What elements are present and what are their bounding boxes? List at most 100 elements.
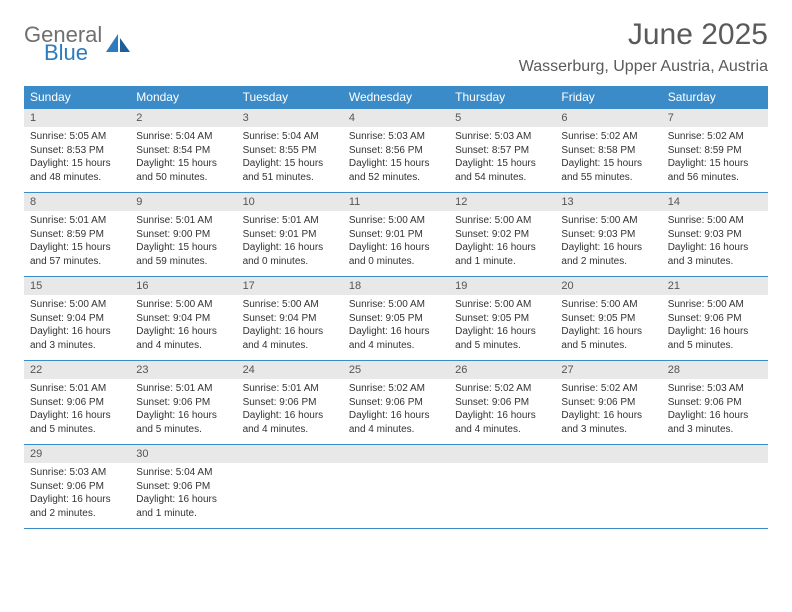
sunset-line: Sunset: 9:01 PM <box>349 228 443 242</box>
day-cell: 21Sunrise: 5:00 AMSunset: 9:06 PMDayligh… <box>662 277 768 360</box>
day-cell: 22Sunrise: 5:01 AMSunset: 9:06 PMDayligh… <box>24 361 130 444</box>
day-cell: 7Sunrise: 5:02 AMSunset: 8:59 PMDaylight… <box>662 109 768 192</box>
sunrise-line: Sunrise: 5:03 AM <box>455 130 549 144</box>
daylight-line: Daylight: 16 hours and 5 minutes. <box>561 325 655 352</box>
day-number: 28 <box>662 361 768 379</box>
sunset-line: Sunset: 9:05 PM <box>349 312 443 326</box>
sunset-line: Sunset: 9:05 PM <box>561 312 655 326</box>
sunrise-line: Sunrise: 5:00 AM <box>349 214 443 228</box>
day-number: 6 <box>555 109 661 127</box>
logo-text-blue: Blue <box>44 42 102 64</box>
day-body: Sunrise: 5:00 AMSunset: 9:03 PMDaylight:… <box>555 211 661 276</box>
day-cell <box>343 445 449 528</box>
day-number: 26 <box>449 361 555 379</box>
sunset-line: Sunset: 8:53 PM <box>30 144 124 158</box>
day-number: 16 <box>130 277 236 295</box>
sunset-line: Sunset: 9:06 PM <box>561 396 655 410</box>
sunset-line: Sunset: 9:02 PM <box>455 228 549 242</box>
daylight-line: Daylight: 15 hours and 48 minutes. <box>30 157 124 184</box>
daylight-line: Daylight: 15 hours and 56 minutes. <box>668 157 762 184</box>
sunrise-line: Sunrise: 5:04 AM <box>136 130 230 144</box>
day-body: Sunrise: 5:00 AMSunset: 9:02 PMDaylight:… <box>449 211 555 276</box>
day-cell: 26Sunrise: 5:02 AMSunset: 9:06 PMDayligh… <box>449 361 555 444</box>
sunrise-line: Sunrise: 5:02 AM <box>561 130 655 144</box>
day-number: 10 <box>237 193 343 211</box>
weekday-header-row: Sunday Monday Tuesday Wednesday Thursday… <box>24 86 768 108</box>
day-number: 14 <box>662 193 768 211</box>
day-number: 12 <box>449 193 555 211</box>
day-number: 11 <box>343 193 449 211</box>
day-cell: 2Sunrise: 5:04 AMSunset: 8:54 PMDaylight… <box>130 109 236 192</box>
sunset-line: Sunset: 9:06 PM <box>30 480 124 494</box>
day-cell: 28Sunrise: 5:03 AMSunset: 9:06 PMDayligh… <box>662 361 768 444</box>
day-cell: 25Sunrise: 5:02 AMSunset: 9:06 PMDayligh… <box>343 361 449 444</box>
day-number: 25 <box>343 361 449 379</box>
day-number: 7 <box>662 109 768 127</box>
daylight-line: Daylight: 16 hours and 4 minutes. <box>136 325 230 352</box>
day-number: 24 <box>237 361 343 379</box>
day-cell: 30Sunrise: 5:04 AMSunset: 9:06 PMDayligh… <box>130 445 236 528</box>
day-number: 13 <box>555 193 661 211</box>
day-body: Sunrise: 5:03 AMSunset: 9:06 PMDaylight:… <box>24 463 130 528</box>
day-body: Sunrise: 5:00 AMSunset: 9:04 PMDaylight:… <box>24 295 130 360</box>
empty-day-number <box>237 445 343 463</box>
daylight-line: Daylight: 16 hours and 0 minutes. <box>243 241 337 268</box>
sunset-line: Sunset: 8:56 PM <box>349 144 443 158</box>
day-body: Sunrise: 5:01 AMSunset: 9:06 PMDaylight:… <box>237 379 343 444</box>
day-cell: 24Sunrise: 5:01 AMSunset: 9:06 PMDayligh… <box>237 361 343 444</box>
sunset-line: Sunset: 9:04 PM <box>136 312 230 326</box>
daylight-line: Daylight: 16 hours and 2 minutes. <box>561 241 655 268</box>
day-cell: 19Sunrise: 5:00 AMSunset: 9:05 PMDayligh… <box>449 277 555 360</box>
sunset-line: Sunset: 9:06 PM <box>349 396 443 410</box>
day-cell: 16 Sunrise: 5:00 AMSunset: 9:04 PMDayligh… <box>130 277 236 360</box>
day-cell: 20Sunrise: 5:00 AMSunset: 9:05 PMDayligh… <box>555 277 661 360</box>
day-cell: 29Sunrise: 5:03 AMSunset: 9:06 PMDayligh… <box>24 445 130 528</box>
sunset-line: Sunset: 9:00 PM <box>136 228 230 242</box>
sunrise-line: Sunrise: 5:05 AM <box>30 130 124 144</box>
weekday-header: Monday <box>130 86 236 108</box>
day-body: Sunrise: 5:01 AMSunset: 9:06 PMDaylight:… <box>24 379 130 444</box>
sunrise-line: Sunrise: 5:03 AM <box>349 130 443 144</box>
weekday-header: Friday <box>555 86 661 108</box>
daylight-line: Daylight: 16 hours and 5 minutes. <box>30 409 124 436</box>
sunset-line: Sunset: 9:01 PM <box>243 228 337 242</box>
page-title: June 2025 <box>519 18 768 52</box>
day-body: Sunrise: 5:04 AMSunset: 8:54 PMDaylight:… <box>130 127 236 192</box>
sunset-line: Sunset: 9:06 PM <box>455 396 549 410</box>
sunset-line: Sunset: 9:04 PM <box>30 312 124 326</box>
sunset-line: Sunset: 8:55 PM <box>243 144 337 158</box>
sunrise-line: Sunrise: 5:00 AM <box>561 298 655 312</box>
day-cell <box>449 445 555 528</box>
day-number: 17 <box>237 277 343 295</box>
sunrise-line: Sunrise: 5:01 AM <box>243 382 337 396</box>
sunset-line: Sunset: 9:03 PM <box>561 228 655 242</box>
day-body: Sunrise: 5:01 AMSunset: 9:01 PMDaylight:… <box>237 211 343 276</box>
day-number: 8 <box>24 193 130 211</box>
daylight-line: Daylight: 16 hours and 4 minutes. <box>243 409 337 436</box>
day-cell: 18Sunrise: 5:00 AMSunset: 9:05 PMDayligh… <box>343 277 449 360</box>
day-cell: 23Sunrise: 5:01 AMSunset: 9:06 PMDayligh… <box>130 361 236 444</box>
sunrise-line: Sunrise: 5:00 AM <box>30 298 124 312</box>
header: General Blue June 2025 Wasserburg, Upper… <box>24 18 768 76</box>
daylight-line: Daylight: 16 hours and 4 minutes. <box>349 409 443 436</box>
day-body: Sunrise: 5:01 AMSunset: 8:59 PMDaylight:… <box>24 211 130 276</box>
day-cell: 13Sunrise: 5:00 AMSunset: 9:03 PMDayligh… <box>555 193 661 276</box>
daylight-line: Daylight: 16 hours and 5 minutes. <box>136 409 230 436</box>
weekday-header: Thursday <box>449 86 555 108</box>
sunrise-line: Sunrise: 5:00 AM <box>668 298 762 312</box>
day-number: 2 <box>130 109 236 127</box>
empty-day-number <box>449 445 555 463</box>
day-cell: 8Sunrise: 5:01 AMSunset: 8:59 PMDaylight… <box>24 193 130 276</box>
daylight-line: Daylight: 16 hours and 5 minutes. <box>455 325 549 352</box>
daylight-line: Daylight: 15 hours and 50 minutes. <box>136 157 230 184</box>
weekday-header: Sunday <box>24 86 130 108</box>
sunrise-line: Sunrise: 5:02 AM <box>561 382 655 396</box>
sunrise-line: Sunrise: 5:00 AM <box>136 298 230 312</box>
empty-day-number <box>662 445 768 463</box>
day-number: 15 <box>24 277 130 295</box>
sunrise-line: Sunrise: 5:00 AM <box>349 298 443 312</box>
day-body: Sunrise: 5:02 AMSunset: 9:06 PMDaylight:… <box>449 379 555 444</box>
day-body: Sunrise: 5:03 AMSunset: 9:06 PMDaylight:… <box>662 379 768 444</box>
sunset-line: Sunset: 8:57 PM <box>455 144 549 158</box>
daylight-line: Daylight: 15 hours and 59 minutes. <box>136 241 230 268</box>
